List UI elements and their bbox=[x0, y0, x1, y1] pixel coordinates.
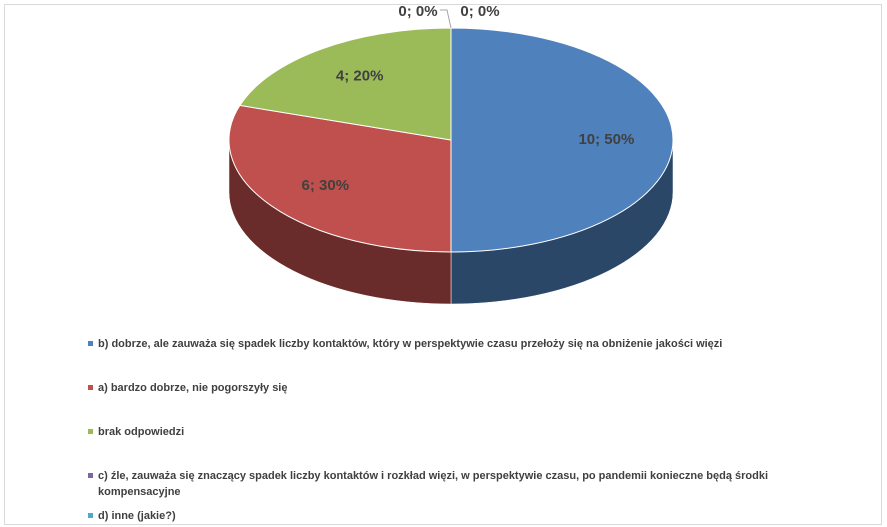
legend-label: b) dobrze, ale zauważa się spadek liczby… bbox=[98, 338, 723, 350]
legend-item: c) źle, zauważa się znaczący spadek licz… bbox=[88, 468, 838, 500]
data-label: 0; 0% bbox=[460, 3, 499, 20]
legend-item: a) bardzo dobrze, nie pogorszyły się bbox=[88, 380, 838, 396]
legend-label: brak odpowiedzi bbox=[98, 426, 185, 438]
legend-swatch bbox=[88, 385, 93, 390]
legend-swatch bbox=[88, 513, 93, 518]
slice bbox=[228, 104, 452, 253]
chart-frame bbox=[4, 4, 882, 525]
legend-swatch bbox=[88, 341, 93, 346]
data-label: 0; 0% bbox=[398, 3, 437, 20]
legend-label: d) inne (jakie?) bbox=[98, 510, 176, 522]
slice bbox=[239, 27, 452, 141]
data-label: 4; 20% bbox=[336, 68, 384, 85]
legend-item: brak odpowiedzi bbox=[88, 424, 838, 440]
legend-item: b) dobrze, ale zauważa się spadek liczby… bbox=[88, 336, 838, 352]
data-label: 10; 50% bbox=[578, 131, 634, 148]
data-label: 6; 30% bbox=[302, 177, 350, 194]
legend-item: d) inne (jakie?) bbox=[88, 508, 838, 524]
leader-line bbox=[440, 9, 452, 29]
slice bbox=[450, 27, 674, 253]
legend-swatch bbox=[88, 473, 93, 478]
legend-label: a) bardzo dobrze, nie pogorszyły się bbox=[98, 382, 288, 394]
legend-swatch bbox=[88, 429, 93, 434]
legend-label: c) źle, zauważa się znaczący spadek licz… bbox=[98, 470, 769, 498]
